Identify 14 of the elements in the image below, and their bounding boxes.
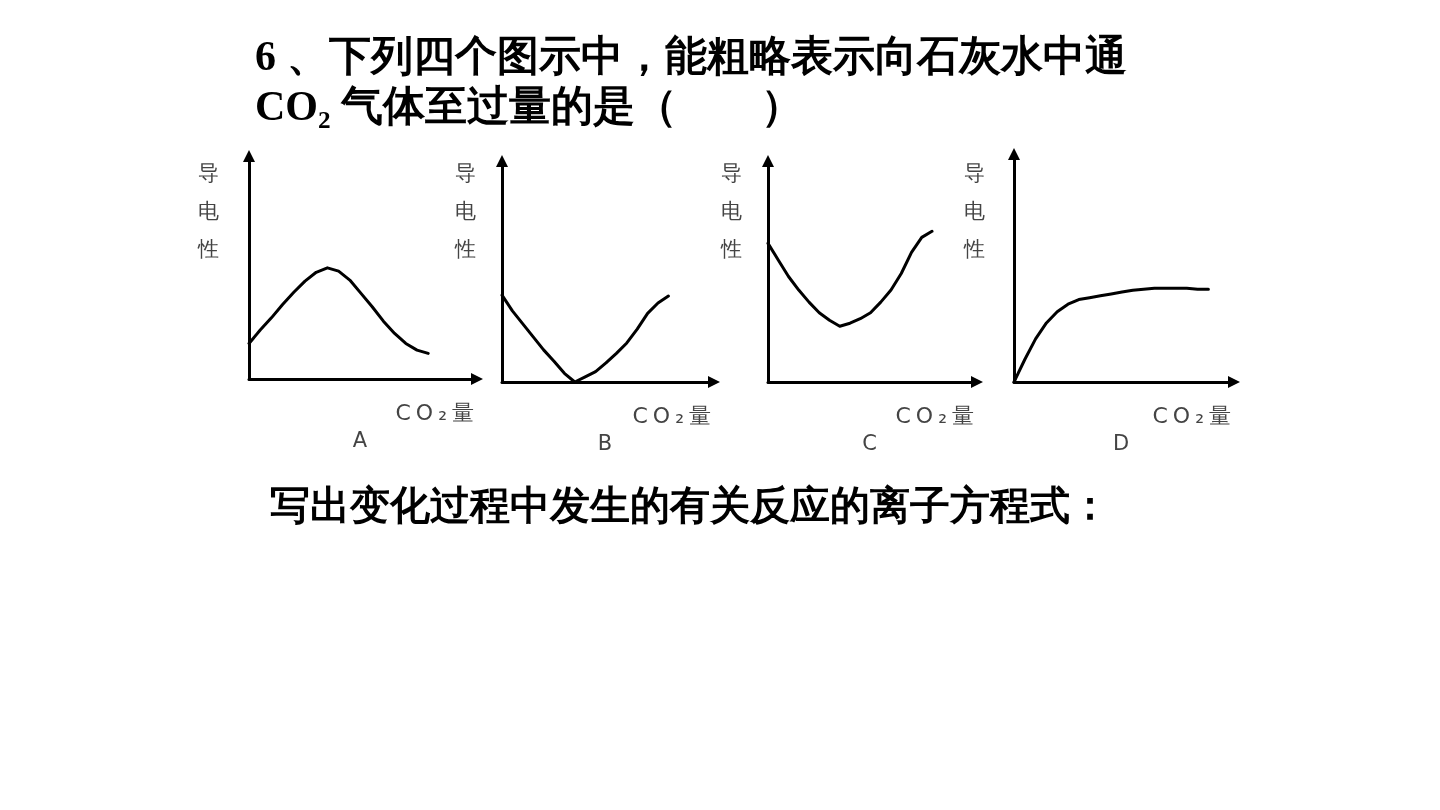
x-axis-title: CO₂量 <box>895 402 979 430</box>
text: 6 、下列四个图示中，能粗略表示向石灰水中通CO₂ 气体至过量的是（ ） <box>255 32 1128 131</box>
text: B <box>596 430 614 456</box>
text: A <box>351 427 369 453</box>
text: 写出变化过程中发生的有关反应的离子方程式： <box>270 482 1111 530</box>
y-axis-title: 导电性 <box>197 160 219 263</box>
y-axis-title: 导电性 <box>720 160 742 263</box>
text: C <box>861 430 878 456</box>
text: D <box>1111 430 1131 456</box>
y-axis-title: 导电性 <box>963 160 985 263</box>
x-axis-title: CO₂量 <box>632 402 716 430</box>
x-axis-title: CO₂量 <box>1152 402 1236 430</box>
y-axis-title: 导电性 <box>454 160 476 263</box>
x-axis-title: CO₂量 <box>395 399 479 427</box>
